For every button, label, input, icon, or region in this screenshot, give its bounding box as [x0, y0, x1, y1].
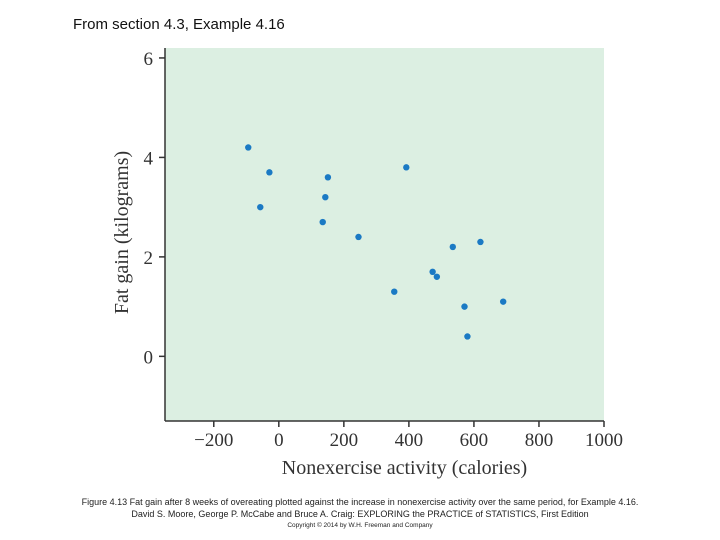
data-point	[391, 288, 398, 295]
data-point	[477, 238, 484, 246]
data-point	[245, 144, 252, 151]
x-tick-label: 200	[330, 430, 359, 451]
y-tick-label: 2	[144, 248, 154, 269]
x-tick-label: 800	[525, 430, 554, 451]
x-tick-label: 1000	[585, 430, 623, 451]
data-point	[499, 298, 507, 305]
data-point	[449, 243, 456, 251]
data-point	[319, 218, 326, 226]
x-tick-label: 0	[274, 430, 284, 451]
slide-title: From section 4.3, Example 4.16	[73, 16, 285, 33]
data-point	[322, 194, 329, 201]
data-point	[433, 273, 441, 280]
data-point	[257, 203, 264, 211]
y-tick-label: 6	[144, 49, 154, 70]
data-points	[245, 144, 507, 340]
data-point	[429, 268, 436, 275]
data-point	[355, 233, 362, 241]
y-tick-label: 4	[144, 148, 154, 169]
data-point	[324, 174, 332, 181]
y-axis-label: Fat gain (kilograms)	[111, 151, 133, 314]
y-ticks: 0 2 4 6	[144, 49, 165, 368]
x-axis-label: Nonexercise activity (calories)	[282, 457, 527, 479]
x-tick-label: 600	[460, 430, 489, 451]
copyright-notice: Copyright © 2014 by W.H. Freeman and Com…	[287, 522, 433, 529]
data-point	[266, 169, 273, 176]
x-tick-label: 400	[395, 430, 424, 451]
data-point	[403, 164, 410, 171]
x-tick-label: −200	[194, 430, 233, 451]
scatter-chart: −200 0 200 400 600 800 1000 0 2 4 6 Nonexercise a…	[111, 48, 623, 479]
plot-background	[165, 48, 604, 421]
y-tick-label: 0	[144, 347, 154, 368]
figure-caption: Figure 4.13 Fat gain after 8 weeks of ov…	[81, 497, 639, 507]
book-citation: David S. Moore, George P. McCabe and Bru…	[131, 509, 589, 519]
data-point	[461, 303, 468, 310]
x-ticks: −200 0 200 400 600 800 1000	[194, 421, 623, 451]
data-point	[464, 333, 471, 340]
